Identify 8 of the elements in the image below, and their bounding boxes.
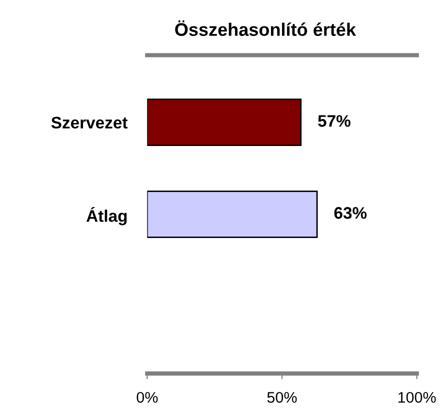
- y-tick-label: Átlag: [86, 206, 127, 226]
- y-tick-label: Szervezet: [51, 116, 128, 129]
- data-label: 57%: [318, 115, 350, 127]
- data-label: 63%: [334, 207, 367, 219]
- x-tick-label: 100%: [398, 392, 436, 403]
- x-tick-label: 50%: [267, 392, 297, 403]
- chart-title: Összehasonlító érték: [175, 20, 356, 36]
- x-tick-label: 0%: [136, 392, 158, 403]
